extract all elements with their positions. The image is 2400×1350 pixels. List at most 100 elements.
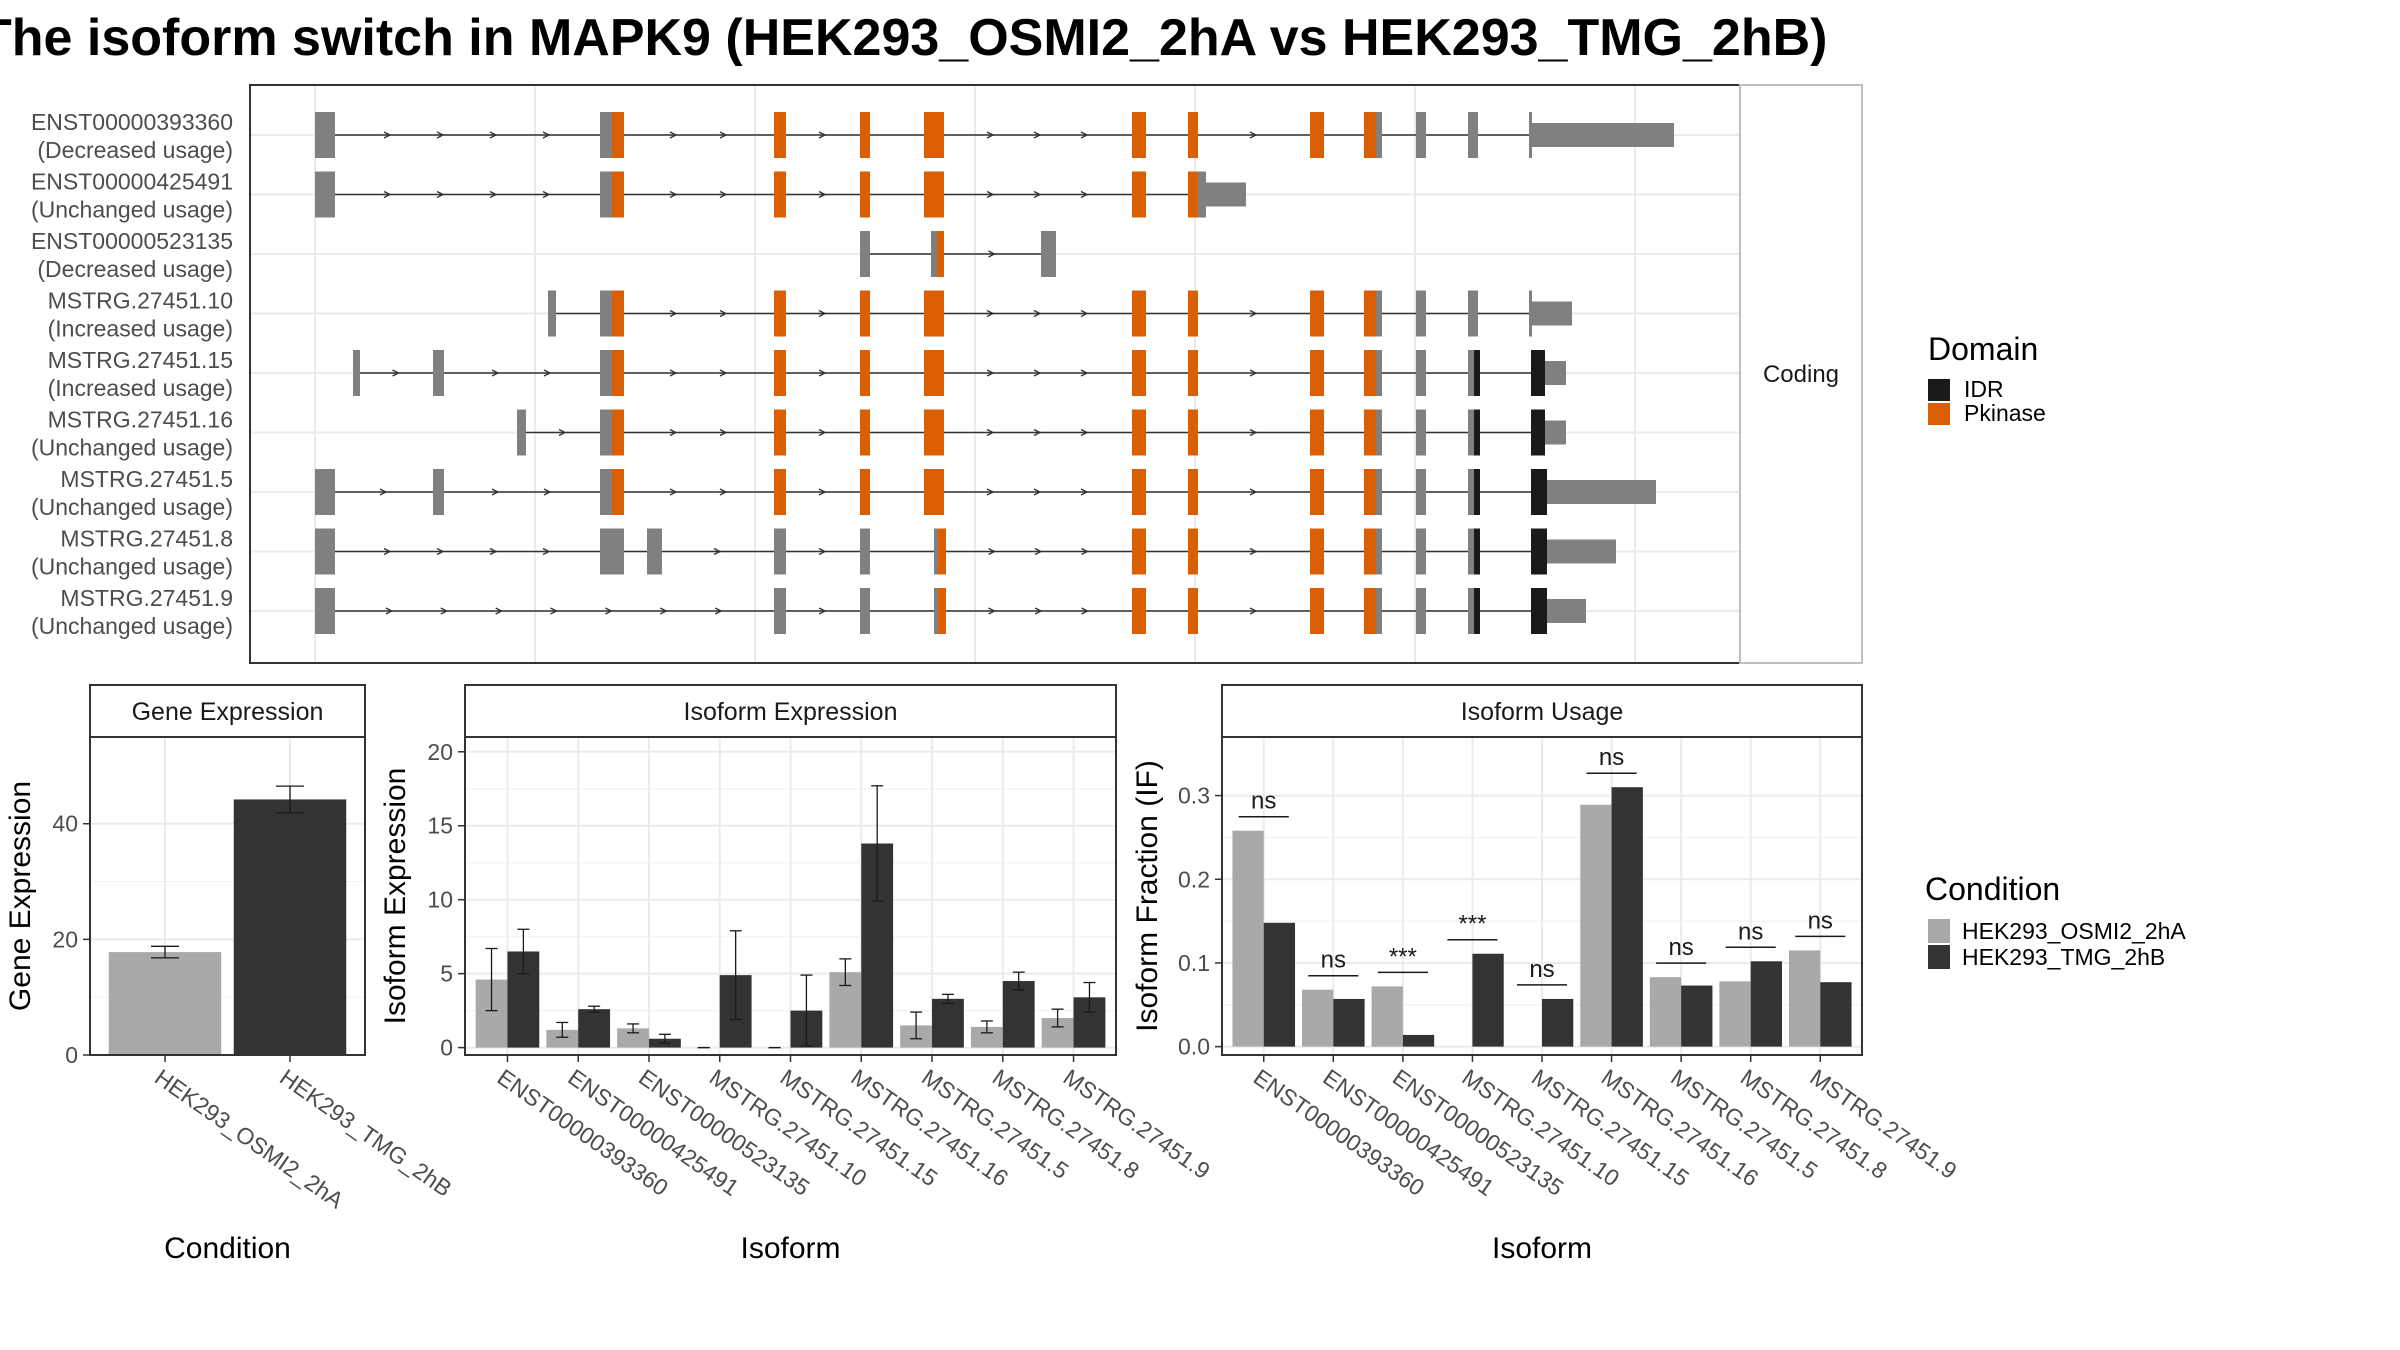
- intron-direction-arrow: [988, 547, 996, 556]
- intron-direction-arrow: [986, 488, 995, 496]
- domain-legend-label-idr: IDR: [1964, 376, 2004, 402]
- exon-idr: [1531, 528, 1547, 575]
- exon-utr: [1529, 112, 1532, 158]
- exon-utr: [1376, 290, 1382, 337]
- exon-idr: [1474, 528, 1480, 575]
- exon-idr: [1474, 409, 1480, 456]
- bar: [970, 1026, 1003, 1048]
- intron-direction-arrow: [719, 428, 728, 437]
- intron-direction-arrow: [1081, 547, 1089, 556]
- exon-pkinase: [938, 588, 946, 634]
- intron-direction-arrow: [1249, 131, 1258, 139]
- panel-strip-title: Gene Expression: [132, 698, 324, 726]
- exon-utr: [1376, 588, 1382, 634]
- y-axis-title: Gene Expression: [4, 781, 37, 1011]
- intron-direction-arrow: [1080, 488, 1089, 496]
- bar: [233, 799, 347, 1055]
- significance-label: ns: [1738, 918, 1763, 945]
- exon-pkinase: [924, 409, 944, 456]
- transcript-usage-label: (Unchanged usage): [31, 197, 233, 223]
- y-tick-label: 0: [440, 1035, 453, 1061]
- exon-pkinase: [1364, 350, 1376, 396]
- exon-pkinase: [1132, 409, 1146, 456]
- exon-utr: [1376, 409, 1382, 456]
- intron-direction-arrow: [436, 547, 445, 556]
- exon-utr: [1468, 409, 1474, 456]
- exon-utr: [1547, 480, 1656, 504]
- condition-legend-key: [1928, 945, 1950, 969]
- intron-direction-arrow: [392, 369, 400, 377]
- exon-pkinase: [1364, 290, 1376, 337]
- intron-direction-arrow: [818, 428, 827, 437]
- exon-pkinase: [1364, 588, 1376, 634]
- intron-direction-arrow: [1249, 488, 1258, 496]
- intron-direction-arrow: [986, 190, 995, 199]
- panel-strip-title: Isoform Expression: [684, 698, 898, 726]
- intron-direction-arrow: [986, 131, 995, 139]
- figure-title: The isoform switch in MAPK9 (HEK293_OSMI…: [0, 8, 1870, 78]
- intron-direction-arrow: [542, 131, 551, 139]
- x-axis-title: Isoform: [740, 1232, 840, 1265]
- exon-idr: [1531, 409, 1545, 456]
- coding-strip-label: Coding: [1763, 361, 1839, 388]
- exon-utr: [1468, 588, 1474, 634]
- exon-utr: [647, 528, 662, 575]
- intron-direction-arrow: [543, 369, 552, 377]
- transcript-row-MSTRG.27451.16: [517, 409, 1566, 456]
- exon-utr: [1545, 420, 1566, 445]
- intron-direction-arrow: [605, 607, 613, 615]
- panel-isoform-expression: Isoform Expression05101520ENST0000039336…: [379, 684, 1215, 1265]
- exon-pkinase: [860, 171, 870, 218]
- exon-pkinase: [612, 290, 624, 337]
- transcript-id-label: ENST00000425491: [31, 169, 233, 195]
- exon-pkinase: [774, 171, 786, 218]
- intron-direction-arrow: [1080, 190, 1089, 199]
- transcript-row-MSTRG.27451.15: [353, 350, 1566, 396]
- exon-pkinase: [1364, 409, 1376, 456]
- intron-direction-arrow: [713, 547, 722, 556]
- intron-direction-arrow: [986, 428, 995, 437]
- condition-legend-label: HEK293_TMG_2hB: [1962, 944, 2165, 970]
- exon-idr: [1474, 588, 1480, 634]
- exon-pkinase: [774, 409, 786, 456]
- exon-pkinase: [860, 409, 870, 456]
- exon-utr: [1547, 599, 1586, 623]
- exon-pkinase: [1364, 528, 1376, 575]
- significance-label: ***: [1458, 911, 1486, 938]
- exon-utr: [600, 112, 612, 158]
- intron-direction-arrow: [1033, 190, 1042, 199]
- exon-pkinase: [924, 350, 944, 396]
- intron-direction-arrow: [669, 309, 678, 318]
- exon-pkinase: [612, 112, 624, 158]
- intron-direction-arrow: [379, 488, 388, 496]
- y-tick-label: 0.2: [1178, 866, 1210, 892]
- intron-direction-arrow: [818, 131, 827, 139]
- exon-utr: [774, 528, 786, 575]
- significance-label: ***: [1389, 943, 1417, 970]
- intron-direction-arrow: [988, 607, 996, 615]
- exon-pkinase: [938, 528, 946, 575]
- intron-direction-arrow: [714, 607, 723, 615]
- transcript-row-ENST00000425491: [315, 171, 1246, 218]
- intron-direction-arrow: [558, 428, 567, 437]
- exon-utr: [433, 350, 444, 396]
- intron-direction-arrow: [495, 607, 504, 615]
- significance-label: ns: [1808, 907, 1833, 934]
- intron-direction-arrow: [669, 131, 678, 139]
- intron-direction-arrow: [542, 190, 551, 199]
- exon-utr: [1376, 469, 1382, 515]
- transcript-id-label: ENST00000393360: [31, 109, 233, 135]
- exon-utr: [600, 469, 612, 515]
- condition-legend-label: HEK293_OSMI2_2hA: [1962, 918, 2186, 944]
- exon-utr: [1545, 361, 1566, 385]
- intron-direction-arrow: [818, 607, 827, 615]
- intron-direction-arrow: [440, 607, 449, 615]
- exon-pkinase: [1188, 588, 1198, 634]
- exon-pkinase: [924, 469, 944, 515]
- exon-idr: [1474, 469, 1480, 515]
- domain-legend-title: Domain: [1928, 331, 2038, 367]
- exon-utr: [1376, 350, 1382, 396]
- exon-utr: [1416, 350, 1426, 396]
